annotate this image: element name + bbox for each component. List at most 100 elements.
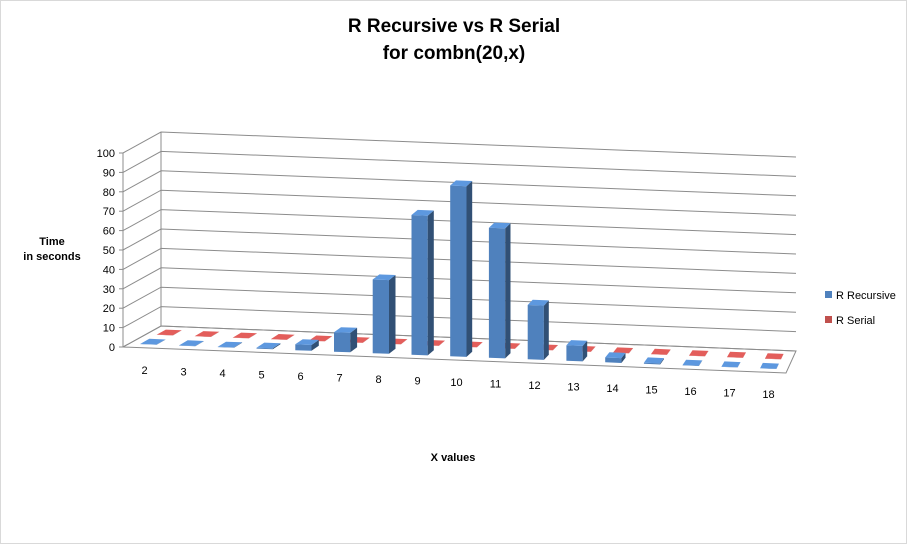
y-tick-label: 10 [103,323,115,335]
bar-side [737,362,741,368]
bar-front [194,336,211,337]
x-tick-label: 13 [567,382,579,394]
x-axis-label: X values [431,452,476,464]
gridline [122,247,797,274]
bar-side [234,342,243,348]
x-tick-label: 14 [606,383,618,395]
bar-r-recursive-7 [334,327,358,353]
bar-top [232,332,257,339]
bar-front [334,332,351,353]
bar-top [334,327,358,333]
bar-r-recursive-12 [527,299,549,360]
bar-front [295,344,312,351]
bar-r-recursive-8 [372,274,396,354]
legend: R Recursive R Serial [825,290,896,327]
bar-r-serial-4 [232,332,257,339]
bar-side [272,343,281,350]
legend-label-r-serial: R Serial [836,315,875,327]
bar-r-recursive-5 [256,342,281,350]
bar-side [705,350,709,357]
x-tick-label: 8 [375,374,381,386]
gridline [122,170,797,197]
bar-side [400,339,408,345]
bar-top [270,334,295,340]
gridlines [122,131,797,352]
bar-side [743,352,746,358]
bar-top [194,331,220,337]
gridline [122,150,797,177]
bar-top [140,338,166,345]
bar-top [613,347,633,354]
gridline [122,267,797,294]
x-tick-label: 11 [490,379,501,391]
bar-r-serial-18 [765,353,784,360]
y-tick-label: 80 [103,187,115,199]
bar-r-recursive-6 [295,339,319,351]
bar-top [450,180,473,187]
x-tick-label: 5 [258,369,264,381]
bar-side [543,300,549,360]
bars [140,180,784,369]
bar-front [179,345,196,347]
x-tick-label: 17 [723,388,735,400]
bar-top [295,339,319,345]
bar-front [643,362,661,365]
bar-front [450,185,467,357]
bar-front [232,337,249,339]
bar-r-serial-2 [156,329,182,336]
bar-side [172,330,182,336]
bar-front [727,357,743,358]
bar-side [628,348,633,354]
bar-front [256,347,273,350]
bar-front [689,355,705,357]
bar-r-recursive-10 [450,180,473,357]
gridline [122,209,797,236]
bar-front [372,279,389,354]
bar-front [566,345,583,362]
bar-top [689,350,709,357]
bar-side [438,340,445,346]
bar-side [514,343,521,349]
y-tick-label: 70 [103,206,115,218]
bar-r-recursive-4 [217,341,243,348]
legend-swatch-r-serial [825,316,832,323]
bar-side [666,349,671,355]
bar-r-serial-16 [689,350,709,357]
bar-side [195,341,204,347]
y-tick-label: 30 [103,284,115,296]
x-tick-label: 10 [450,377,462,389]
bar-side [389,275,396,354]
y-tick-label: 100 [97,148,115,160]
x-tick-label: 15 [645,385,657,397]
bar-front [651,354,667,355]
bar-side [621,352,626,363]
bar-front [156,334,173,336]
y-tick-label: 50 [103,245,115,257]
bar-side [776,363,779,369]
bar-side [466,181,473,357]
y-axis-ticks: 0 10 20 30 40 50 60 70 80 90 100 [97,148,123,354]
bar-front [411,215,428,356]
bar-side [350,327,358,353]
bar-r-recursive-11 [488,222,511,359]
bar-front [682,365,699,366]
gridline [122,189,797,216]
bar-r-recursive-17 [721,361,741,368]
x-tick-label: 2 [141,365,147,377]
bar-r-recursive-16 [682,359,703,366]
bar-top [605,352,626,359]
x-tick-label: 6 [297,371,303,383]
legend-label-r-recursive: R Recursive [836,290,896,302]
bar-r-recursive-18 [760,362,779,369]
y-axis-label-line1: Time [39,236,64,248]
bar-side [210,331,220,337]
y-tick-label: 60 [103,226,115,238]
bar-front [270,339,287,340]
x-tick-label: 12 [528,380,540,392]
bar-side [248,333,257,339]
bar-r-recursive-2 [140,338,166,345]
gridline [122,131,797,158]
bar-top [765,353,784,360]
bar-top [256,342,281,349]
